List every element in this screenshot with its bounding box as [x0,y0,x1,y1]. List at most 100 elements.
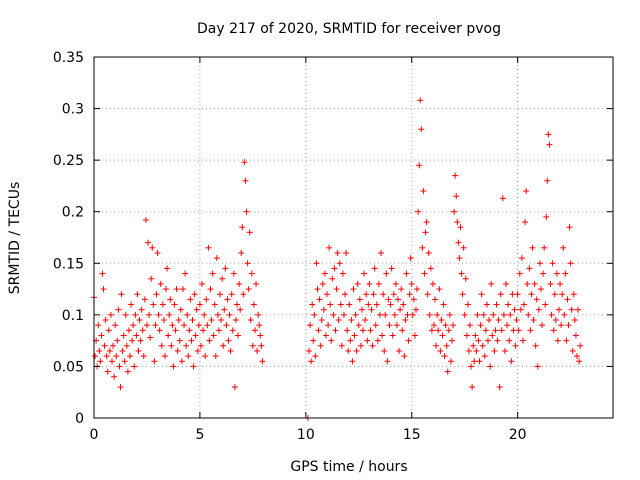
data-point [507,311,514,318]
data-point [411,332,418,339]
data-point [132,311,139,318]
data-point [495,317,502,324]
data-point [499,195,506,202]
data-point [315,327,322,334]
data-point [113,353,120,360]
data-point [526,265,533,272]
data-point [340,311,347,318]
data-point [376,311,383,318]
y-tick-label: 0.15 [53,256,84,272]
data-point [121,358,128,365]
data-point [379,332,386,339]
data-point [569,347,576,354]
data-point [396,347,403,354]
data-point [572,332,579,339]
data-point [233,301,240,308]
data-point [257,332,264,339]
data-point [412,306,419,313]
data-point [446,311,453,318]
data-point [564,296,571,303]
data-point [436,286,443,293]
data-point [472,332,479,339]
data-point [155,311,162,318]
data-point [410,296,417,303]
data-point [111,373,118,380]
data-point [255,311,262,318]
data-point [488,280,495,287]
data-point [168,342,175,349]
data-point [236,280,243,287]
data-point [243,208,250,215]
data-point [128,301,135,308]
data-point [464,301,471,308]
chart-title: Day 217 of 2020, SRMTID for receiver pvo… [197,21,501,37]
data-point [190,363,197,370]
data-point [95,322,102,329]
data-point [518,255,525,262]
data-point [378,249,385,256]
data-point [205,244,212,251]
data-point [258,342,265,349]
data-point [125,327,132,334]
data-point [374,337,381,344]
data-point [557,280,564,287]
data-point [483,301,490,308]
data-point [475,337,482,344]
data-point [416,162,423,169]
data-point [550,327,557,334]
data-point [185,353,192,360]
data-point [563,337,570,344]
data-point [389,332,396,339]
data-point [225,337,232,344]
data-point [408,280,415,287]
data-point [400,301,407,308]
data-point [193,306,200,313]
data-point [477,322,484,329]
data-point [501,347,508,354]
data-point [385,296,392,303]
data-point [215,327,222,334]
data-point [165,332,172,339]
data-point [119,347,126,354]
data-point [133,332,140,339]
data-point [109,358,116,365]
data-point [317,342,324,349]
data-point [164,265,171,272]
data-point [174,347,181,354]
data-point [459,291,466,298]
data-point [566,224,573,231]
data-point [248,270,255,277]
data-point [468,363,475,370]
data-point [210,332,217,339]
data-point [482,327,489,334]
data-point [434,311,441,318]
data-point [370,291,377,298]
data-point [149,244,156,251]
plot-frame [93,56,614,419]
data-point [357,342,364,349]
data-point [100,286,107,293]
data-point [148,275,155,282]
data-point [497,291,504,298]
data-point [197,342,204,349]
data-point [384,358,391,365]
data-point [498,327,505,334]
data-point [509,291,516,298]
data-point [437,347,444,354]
data-point [552,317,559,324]
data-point [107,311,114,318]
data-point [435,327,442,334]
data-point [194,347,201,354]
data-point [543,213,550,220]
data-point [228,291,235,298]
data-point [345,347,352,354]
data-point [457,224,464,231]
data-point [247,317,254,324]
data-point [528,291,535,298]
data-point [439,332,446,339]
data-point [338,342,345,349]
data-point [311,311,318,318]
data-point [182,270,189,277]
data-point [179,286,186,293]
